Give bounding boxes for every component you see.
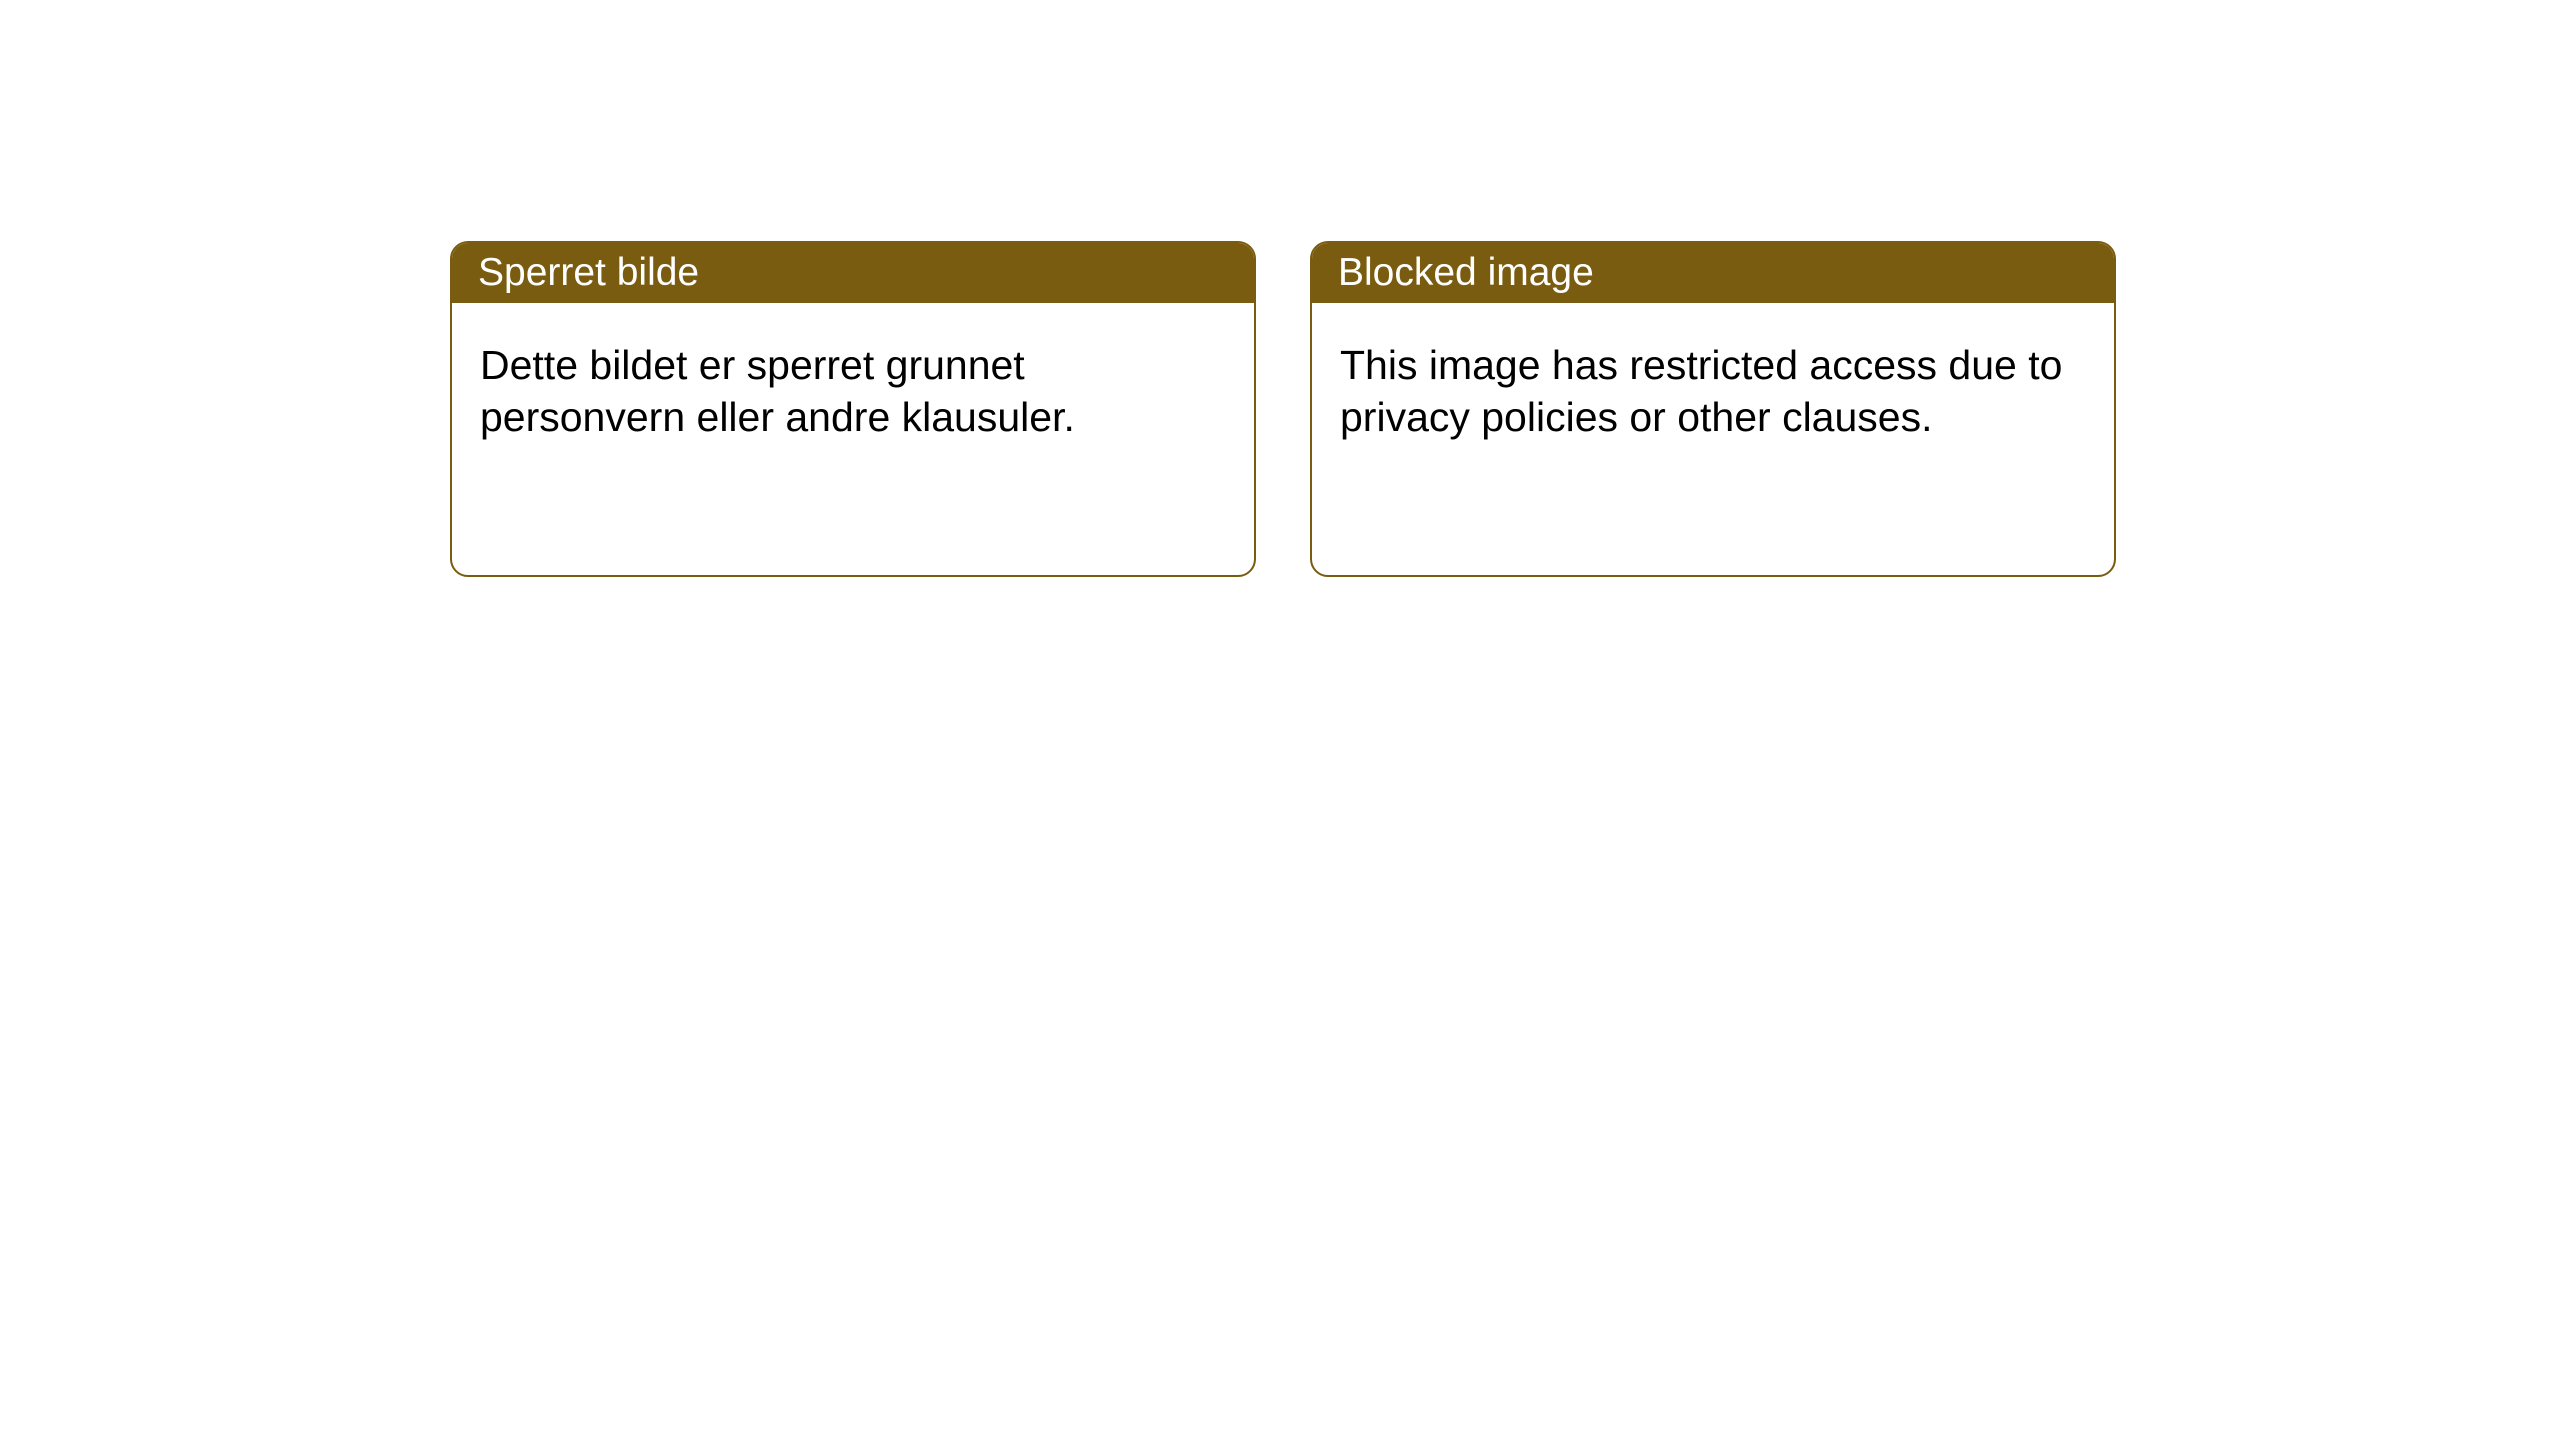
- notice-container: Sperret bilde Dette bildet er sperret gr…: [450, 241, 2116, 577]
- notice-title: Blocked image: [1338, 251, 1594, 294]
- notice-title: Sperret bilde: [478, 251, 699, 294]
- notice-box-norwegian: Sperret bilde Dette bildet er sperret gr…: [450, 241, 1256, 577]
- notice-body: This image has restricted access due to …: [1312, 303, 2114, 480]
- notice-text: Dette bildet er sperret grunnet personve…: [480, 342, 1075, 440]
- notice-header: Blocked image: [1312, 243, 2114, 303]
- notice-box-english: Blocked image This image has restricted …: [1310, 241, 2116, 577]
- notice-header: Sperret bilde: [452, 243, 1254, 303]
- notice-text: This image has restricted access due to …: [1340, 342, 2062, 440]
- notice-body: Dette bildet er sperret grunnet personve…: [452, 303, 1254, 480]
